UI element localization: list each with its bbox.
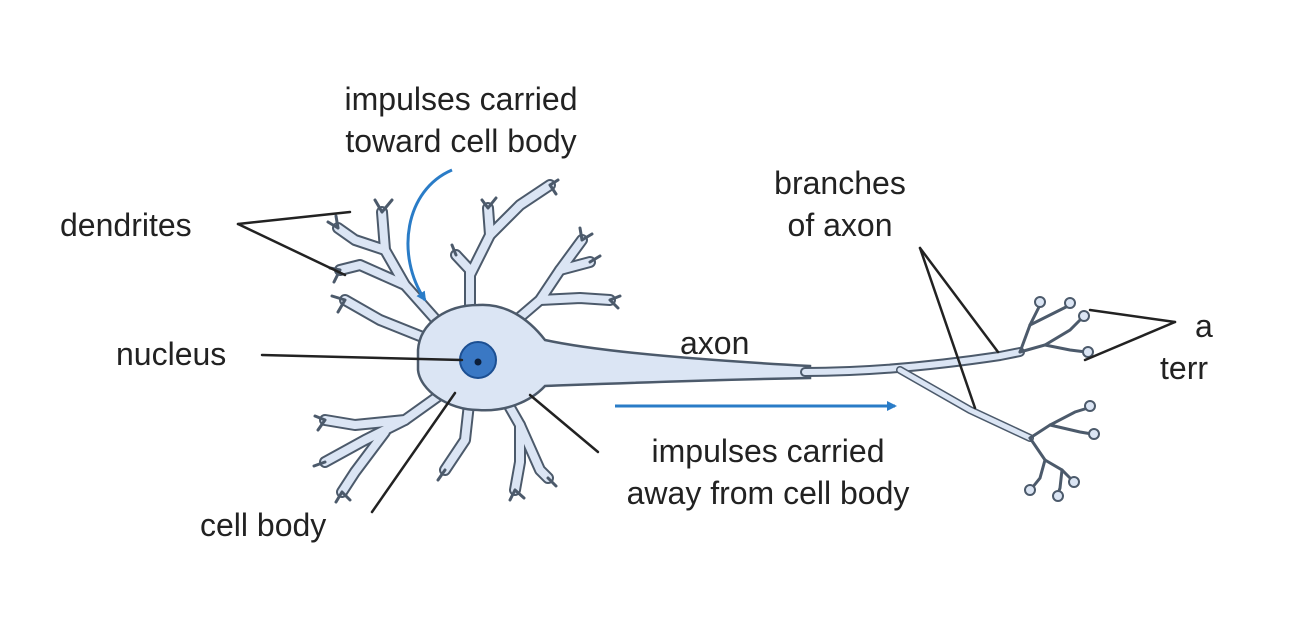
axon-terminals	[1018, 303, 1094, 496]
axon-shape	[800, 347, 1034, 442]
cell-body-label: cell body	[200, 507, 327, 543]
axon-label: axon	[680, 325, 750, 361]
impulses-toward-label: impulses carried toward cell body	[344, 81, 578, 159]
dendrites-label: dendrites	[60, 207, 192, 243]
nucleolus-dot	[474, 358, 482, 366]
nucleus-label: nucleus	[116, 336, 227, 372]
branches-of-axon-label: branches of axon	[774, 165, 906, 243]
impulses-away-label: impulses carried away from cell body	[626, 433, 910, 511]
dendrites	[312, 178, 622, 504]
impulse-toward-arrow	[406, 168, 453, 302]
terminal-boutons	[1024, 296, 1100, 502]
leader-lines	[236, 210, 1177, 514]
axon-terminals-label: a terr	[1160, 308, 1213, 386]
